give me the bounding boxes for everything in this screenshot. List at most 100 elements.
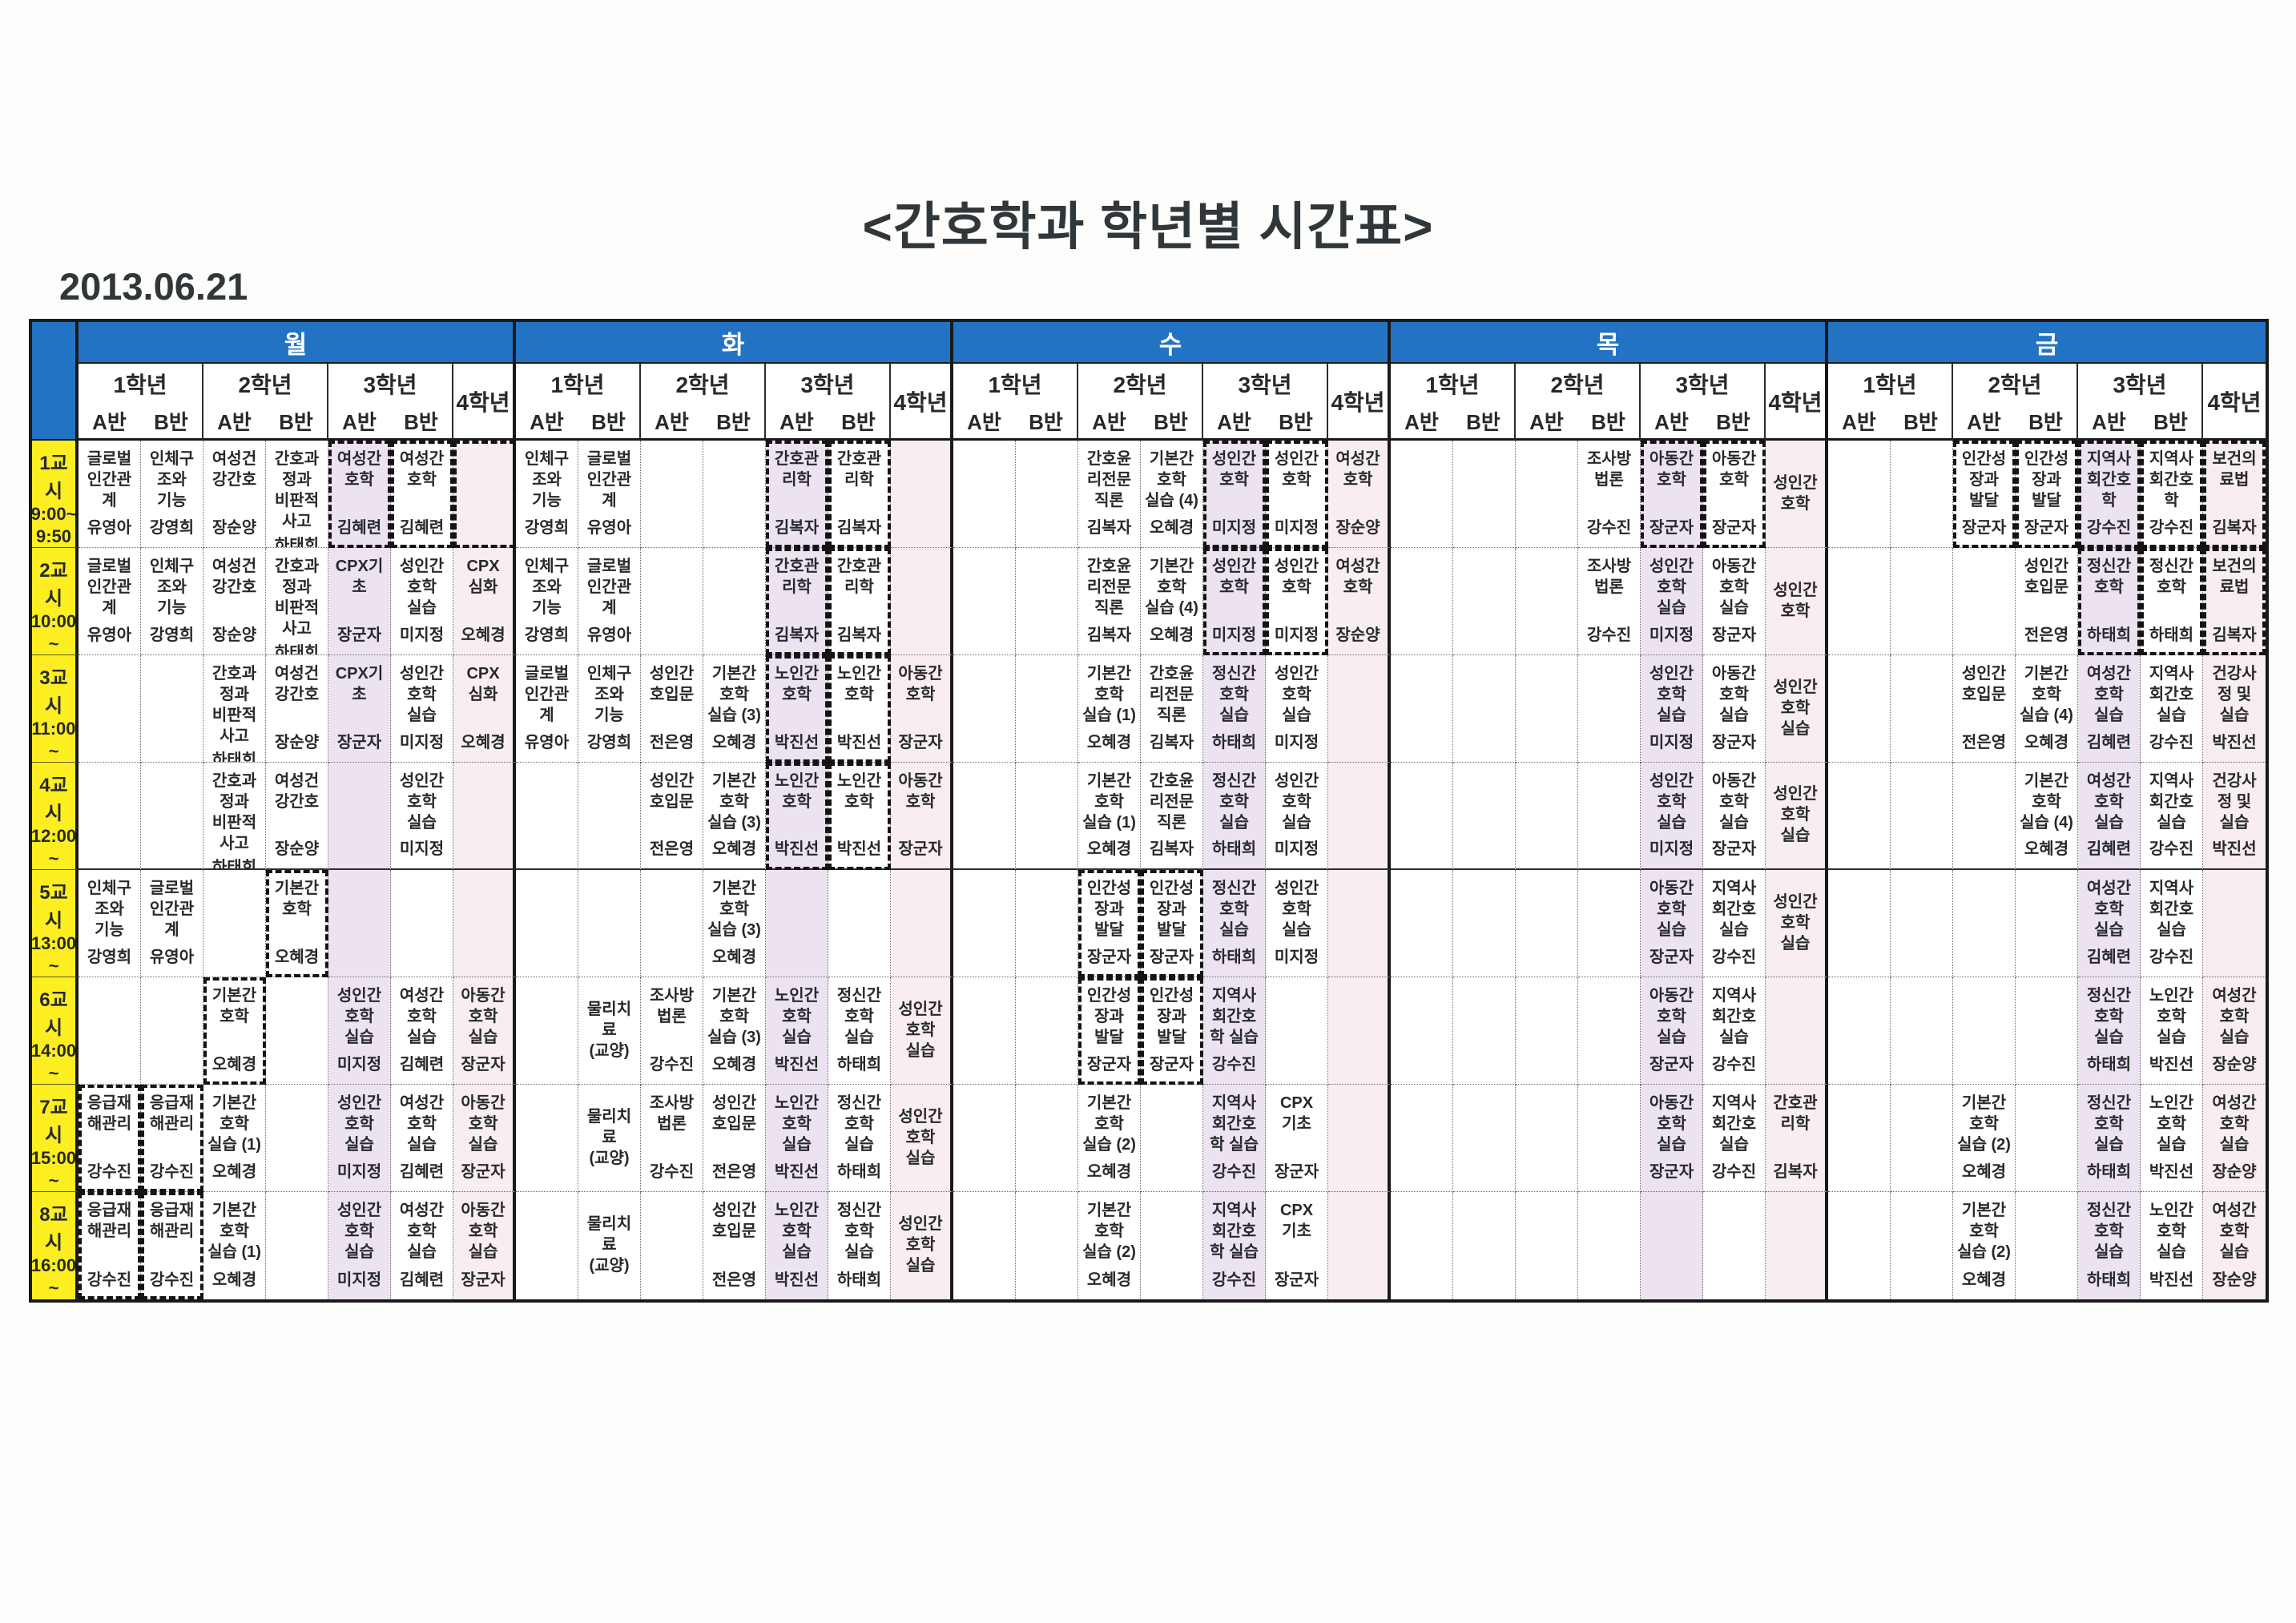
course-name: 노인간호학 실습 <box>2149 1202 2194 1261</box>
course-name: 성인간호학 실습 <box>336 1202 382 1261</box>
instructor-name: 장군자 <box>1961 519 2007 537</box>
course-name: 성인간호학 실습 <box>1649 772 1694 832</box>
instructor-name: 장순양 <box>2212 1163 2257 1181</box>
course-name: 아동간호학 실습 <box>1711 772 1757 832</box>
cell-wed-p1-1A <box>953 441 1016 548</box>
cell-thu-p1-2B: 조사방법론 강수진 <box>1578 441 1641 548</box>
cell-thu-p5-2A <box>1516 870 1578 977</box>
class-header-fri-1: A반 B반 <box>1828 404 1953 441</box>
course-name: 조사방법론 <box>649 1094 695 1133</box>
cell-wed-p3-1A <box>953 655 1016 763</box>
class-label: B반 <box>591 410 626 434</box>
course-name: 성인간호입문 <box>2024 558 2069 596</box>
period-time: 15:00 <box>32 1148 77 1168</box>
class-header-tue-1: A반 B반 <box>516 404 641 441</box>
cell-thu-p3-2A <box>1516 655 1578 763</box>
course-name: 지역사회간호학 실습 <box>1210 987 1259 1046</box>
cell-fri-p6-4: 여성간호학 실습 장순양 <box>2203 977 2266 1085</box>
cell-thu-p5-3A: 아동간호학 실습 장군자 <box>1641 870 1703 977</box>
grade-header-wed-1: 1학년 <box>953 364 1078 404</box>
cell-mon-p2-4: CPX 심화 오혜경 <box>453 548 516 655</box>
cell-thu-p1-1A <box>1391 441 1453 548</box>
instructor-name: 미지정 <box>336 1271 382 1289</box>
class-label: B반 <box>1903 410 1938 434</box>
cell-mon-p7-4: 아동간호학 실습 장군자 <box>453 1085 516 1192</box>
course-name: CPX 심화 <box>466 558 500 596</box>
class-label: B반 <box>841 410 876 434</box>
cell-fri-p1-1A <box>1828 441 1891 548</box>
course-name: 응급재해관리 <box>87 1094 132 1133</box>
course-name: 기본간호학 실습 (3) <box>707 987 761 1046</box>
cell-mon-p6-2B <box>266 977 328 1085</box>
class-header-thu-1: A반 B반 <box>1391 404 1516 441</box>
cell-wed-p7-2A: 기본간호학 실습 (2) 오혜경 <box>1078 1085 1141 1192</box>
cell-thu-p2-4: 성인간호학 <box>1766 548 1828 655</box>
course-name: 지역사회간호학 <box>2149 450 2194 509</box>
instructor-name: 장군자 <box>461 1271 506 1289</box>
cell-mon-p6-3B: 여성간호학 실습 김혜련 <box>391 977 453 1085</box>
cell-fri-p1-2A: 인간성장과 발달 장군자 <box>1953 441 2016 548</box>
cell-mon-p5-4 <box>453 870 516 977</box>
period-label: 6교시 <box>39 989 68 1039</box>
cell-mon-p3-4: CPX 심화 오혜경 <box>453 655 516 763</box>
cell-thu-p1-3B: 아동간호학 장군자 <box>1703 441 1766 548</box>
cell-thu-p7-1A <box>1391 1085 1453 1192</box>
instructor-name: 장군자 <box>1711 626 1757 644</box>
course-name: 인간성장과 발달 <box>1086 880 1132 939</box>
cell-mon-p4-1B <box>141 763 203 870</box>
course-name: 간호관리학 <box>1773 1094 1818 1133</box>
course-name: 보건의료법 <box>2212 450 2257 489</box>
cell-tue-p5-4 <box>891 870 953 977</box>
cell-mon-p4-2B: 여성건강간호 장순양 <box>266 763 328 870</box>
cell-wed-p3-4 <box>1328 655 1391 763</box>
instructor-name: 강수진 <box>1586 519 1632 537</box>
instructor-name: 장군자 <box>336 626 382 644</box>
cell-thu-p2-2A <box>1516 548 1578 655</box>
cell-wed-p6-2A: 인간성장과 발달 장군자 <box>1078 977 1141 1085</box>
instructor-name: 김복자 <box>1086 519 1132 537</box>
cell-thu-p5-1A <box>1391 870 1453 977</box>
course-name: 성인간호입문 <box>711 1094 757 1133</box>
cell-fri-p6-2A <box>1953 977 2016 1085</box>
instructor-name: 강영희 <box>524 519 570 537</box>
class-header-mon-3: A반 B반 <box>328 404 453 441</box>
class-header-wed-1: A반 B반 <box>953 404 1078 441</box>
course-name: CPX기초 <box>335 665 384 703</box>
class-header-fri-3: A반 B반 <box>2078 404 2203 441</box>
period-label: 5교시 <box>39 882 68 932</box>
cell-fri-p8-4: 여성간호학 실습 장순양 <box>2203 1192 2266 1299</box>
day-header-mon: 월 <box>79 322 516 364</box>
instructor-name: 미지정 <box>1274 734 1319 751</box>
cell-mon-p4-1A <box>79 763 141 870</box>
instructor-name: 장군자 <box>336 734 382 751</box>
course-name: 성인간호학 실습 <box>898 1107 943 1167</box>
instructor-name: 장군자 <box>2024 519 2069 537</box>
course-name: 기본간호학 실습 (1) <box>1082 772 1136 832</box>
course-name: 성인간호학 <box>1274 450 1319 489</box>
course-name: 성인간호학 실습 <box>399 558 445 617</box>
class-header-thu-2: A반 B반 <box>1516 404 1641 441</box>
cell-thu-p5-1B <box>1453 870 1516 977</box>
cell-mon-p3-1A <box>79 655 141 763</box>
cell-fri-p1-2B: 인간성장과 발달 장군자 <box>2016 441 2078 548</box>
cell-tue-p5-2A <box>641 870 703 977</box>
class-header-wed-2: A반 B반 <box>1078 404 1203 441</box>
instructor-name: 김혜련 <box>336 519 382 537</box>
cell-wed-p8-4 <box>1328 1192 1391 1299</box>
instructor-name: 강수진 <box>1211 1056 1257 1073</box>
instructor-name: 김복자 <box>2212 626 2257 644</box>
cell-wed-p4-2A: 기본간호학 실습 (1) 오혜경 <box>1078 763 1141 870</box>
course-name: CPX 심화 <box>466 665 500 703</box>
instructor-name: 김혜련 <box>399 1271 445 1289</box>
cell-mon-p3-3B: 성인간호학 실습 미지정 <box>391 655 453 763</box>
instructor-name: 장군자 <box>461 1056 506 1073</box>
grade-header-wed-4: 4학년 <box>1328 364 1391 441</box>
cell-thu-p7-3B: 지역사회간호 실습 강수진 <box>1703 1085 1766 1192</box>
instructor-name: 박진선 <box>774 734 820 751</box>
instructor-name: 미지정 <box>1274 840 1319 858</box>
period-time: 11:00 <box>32 719 76 739</box>
page-title: <간호학과 학년별 시간표> <box>862 198 1434 256</box>
cell-tue-p6-3A: 노인간호학 실습 박진선 <box>766 977 828 1085</box>
course-name: 기본간호학 실습 (2) <box>1957 1094 2011 1154</box>
